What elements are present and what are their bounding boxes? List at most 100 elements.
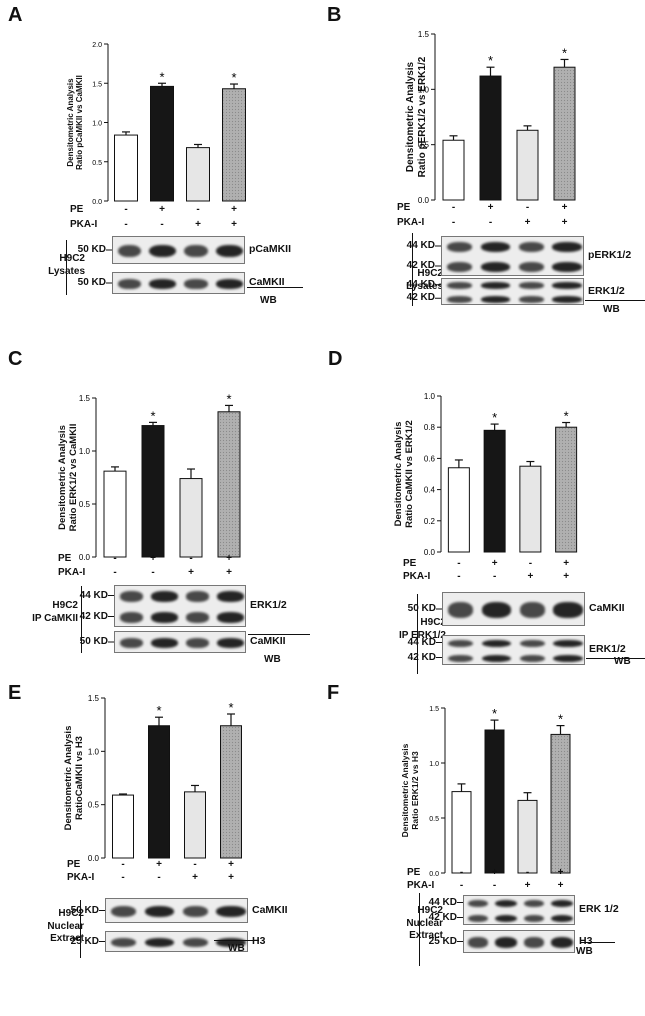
- cell-type-label: H9C2 Nuclear Extract: [18, 908, 84, 946]
- protein-band: [182, 937, 208, 948]
- bar-control: [112, 794, 134, 859]
- y-tick-label: 0.4: [424, 486, 436, 495]
- blot-protein-label: CaMKII: [249, 276, 285, 288]
- western-blot-strip: [112, 236, 245, 264]
- bar-pe: [484, 729, 505, 874]
- molecular-weight-label: 42 KD: [407, 651, 436, 663]
- molecular-weight-label: 42 KD: [406, 292, 435, 304]
- protein-band: [119, 591, 144, 602]
- pkai-sign: -: [492, 880, 497, 891]
- wb-label: WB: [576, 946, 593, 957]
- cell-type-label-line: H9C2: [420, 617, 446, 628]
- pe-sign: +: [228, 859, 234, 870]
- protein-band: [182, 905, 208, 918]
- bar-pka-i: [516, 129, 539, 201]
- y-tick-label: 1.5: [79, 394, 91, 403]
- wb-underline: [247, 287, 303, 288]
- pe-sign: -: [528, 558, 533, 569]
- pe-row-label: PE: [397, 202, 411, 213]
- protein-band: [448, 602, 474, 618]
- y-tick-label: 1.5: [88, 694, 100, 703]
- panel-letter: F: [327, 682, 340, 704]
- panel-a: A Densitometric Analysis Ratio pCaMKII vs …: [0, 0, 322, 338]
- pkai-sign: -: [451, 217, 456, 228]
- significance-asterisk: *: [488, 53, 493, 68]
- protein-band: [480, 282, 511, 290]
- pe-sign: -: [525, 867, 530, 878]
- protein-band: [552, 262, 582, 272]
- protein-band: [468, 899, 488, 908]
- molecular-weight-label: 44 KD: [407, 636, 436, 648]
- y-tick-label: 1.0: [424, 392, 436, 401]
- pkai-sign: +: [524, 217, 531, 228]
- y-tick-label: 0.0: [418, 196, 430, 205]
- pkai-sign: -: [113, 567, 117, 578]
- bar-pe: [483, 429, 506, 553]
- protein-band: [215, 244, 243, 258]
- western-blot-strip: [441, 278, 584, 305]
- protein-band: [481, 602, 512, 618]
- cell-type-label-line: H9C2: [52, 600, 78, 611]
- panel-d: D Densitometric Analysis Ratio CaMKII vs E…: [324, 340, 645, 678]
- wb-underline: [580, 942, 615, 943]
- significance-asterisk: *: [226, 391, 231, 406]
- cell-type-label-line: Extract: [409, 930, 443, 941]
- pkai-sign: +: [188, 567, 194, 578]
- protein-band: [216, 937, 246, 948]
- pkai-row-label: PKA-I: [403, 571, 431, 582]
- y-tick-label: 0.0: [88, 854, 100, 863]
- protein-band: [119, 638, 144, 648]
- pe-sign: +: [487, 202, 494, 213]
- pkai-row-label: PKA-I: [70, 219, 98, 230]
- western-blot-strip: [442, 592, 585, 626]
- blot-protein-label: ERK1/2: [588, 284, 625, 297]
- pe-sign: +: [231, 204, 237, 215]
- molecular-weight-label: 42 KD: [428, 911, 457, 923]
- protein-band: [481, 639, 512, 648]
- protein-band: [117, 244, 142, 258]
- wb-label: WB: [603, 304, 620, 315]
- molecular-weight-label: 50 KD: [407, 603, 436, 614]
- protein-band: [216, 612, 245, 623]
- panel-c: C Densitometric Analysis Ratio ERK1/2 vs C…: [0, 340, 322, 678]
- bar-chart: 0.0 0.5 1.0 1.5 2.0 * *: [92, 42, 246, 284]
- panel-f: F Densitometric Analysis Ratio ERK1/2 vs H…: [323, 678, 645, 1016]
- protein-band: [149, 279, 177, 289]
- y-tick-label: 2.0: [92, 42, 102, 49]
- protein-band: [150, 638, 179, 648]
- bar-pe: [150, 85, 174, 202]
- y-tick-label: 1.0: [88, 747, 100, 756]
- protein-band: [144, 905, 175, 918]
- protein-band: [519, 602, 545, 618]
- bar-chart: 0.0 0.2 0.4 0.6 0.8 1.0 * *: [424, 392, 578, 658]
- bar-texture: [555, 68, 574, 199]
- molecular-weight-label: 44 KD: [428, 896, 457, 908]
- pkai-sign: -: [160, 219, 164, 230]
- western-blot-strip: [463, 895, 575, 925]
- protein-band: [185, 591, 210, 602]
- protein-band: [448, 654, 474, 663]
- pkai-sign: +: [561, 217, 568, 228]
- western-blot-strip: [463, 930, 575, 953]
- y-tick-label: 1.0: [418, 85, 430, 94]
- panel-letter: D: [328, 348, 343, 370]
- significance-asterisk: *: [558, 712, 563, 727]
- y-tick-label: 0.6: [424, 454, 436, 463]
- panel-letter: B: [327, 4, 342, 26]
- protein-band: [119, 612, 144, 623]
- pe-sign: -: [451, 202, 456, 213]
- protein-band: [550, 899, 574, 908]
- bar-pka-i: [517, 799, 538, 874]
- bar-control: [114, 134, 138, 202]
- protein-band: [519, 654, 545, 663]
- significance-asterisk: *: [159, 69, 164, 84]
- bracket-line: [412, 233, 413, 306]
- wb-label: WB: [260, 295, 277, 306]
- y-tick-label: 0.5: [418, 141, 430, 150]
- pkai-sign: +: [192, 872, 198, 883]
- panel-e: E Densitometric Analysis RatioCaMKII vs H3…: [0, 678, 322, 1016]
- protein-band: [552, 242, 582, 252]
- protein-band: [518, 295, 544, 303]
- y-tick-label: 0.5: [92, 160, 102, 167]
- pkai-sign: -: [124, 219, 128, 230]
